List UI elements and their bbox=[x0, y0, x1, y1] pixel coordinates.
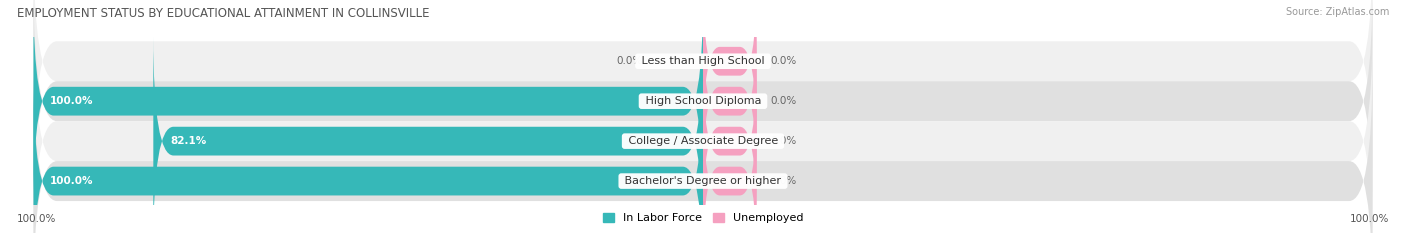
Text: 0.0%: 0.0% bbox=[616, 56, 643, 66]
FancyBboxPatch shape bbox=[34, 0, 703, 207]
FancyBboxPatch shape bbox=[703, 56, 756, 227]
Text: 100.0%: 100.0% bbox=[17, 214, 56, 224]
FancyBboxPatch shape bbox=[703, 16, 756, 187]
FancyBboxPatch shape bbox=[703, 0, 756, 147]
FancyBboxPatch shape bbox=[34, 0, 1372, 221]
Text: 100.0%: 100.0% bbox=[51, 96, 94, 106]
Text: Less than High School: Less than High School bbox=[638, 56, 768, 66]
Text: 82.1%: 82.1% bbox=[170, 136, 207, 146]
Text: Bachelor's Degree or higher: Bachelor's Degree or higher bbox=[621, 176, 785, 186]
FancyBboxPatch shape bbox=[34, 21, 1372, 233]
Text: College / Associate Degree: College / Associate Degree bbox=[624, 136, 782, 146]
Text: 0.0%: 0.0% bbox=[770, 56, 796, 66]
FancyBboxPatch shape bbox=[703, 96, 756, 233]
Text: 100.0%: 100.0% bbox=[51, 176, 94, 186]
Text: 100.0%: 100.0% bbox=[1350, 214, 1389, 224]
Text: 0.0%: 0.0% bbox=[770, 176, 796, 186]
Legend: In Labor Force, Unemployed: In Labor Force, Unemployed bbox=[598, 208, 808, 227]
Text: EMPLOYMENT STATUS BY EDUCATIONAL ATTAINMENT IN COLLINSVILLE: EMPLOYMENT STATUS BY EDUCATIONAL ATTAINM… bbox=[17, 7, 429, 20]
Text: 0.0%: 0.0% bbox=[770, 136, 796, 146]
Text: Source: ZipAtlas.com: Source: ZipAtlas.com bbox=[1285, 7, 1389, 17]
Text: 0.0%: 0.0% bbox=[770, 96, 796, 106]
FancyBboxPatch shape bbox=[34, 76, 703, 233]
FancyBboxPatch shape bbox=[34, 0, 1372, 181]
FancyBboxPatch shape bbox=[153, 36, 703, 233]
FancyBboxPatch shape bbox=[34, 61, 1372, 233]
Text: High School Diploma: High School Diploma bbox=[641, 96, 765, 106]
